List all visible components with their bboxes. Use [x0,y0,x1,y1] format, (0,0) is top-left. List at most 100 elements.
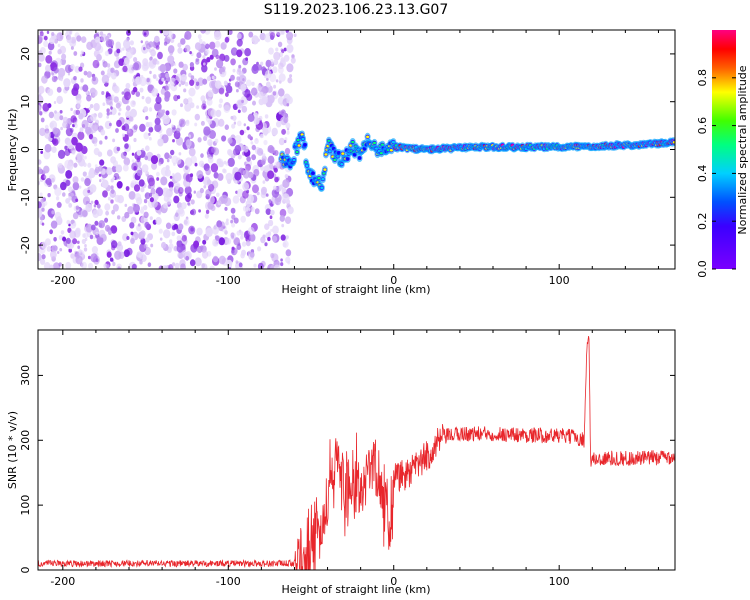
noise-blob [101,179,109,189]
noise-blob [85,223,93,233]
noise-blob [207,201,214,210]
noise-blob [223,54,230,62]
noise-blob [133,166,137,171]
noise-blob [195,81,200,87]
noise-blob [225,85,233,94]
noise-blob [198,38,203,44]
noise-blob [48,50,52,55]
noise-blob [273,264,281,269]
noise-blob [110,185,114,190]
noise-blob [201,103,207,110]
noise-blob [71,87,79,96]
snr-frame [37,329,676,571]
noise-blob [224,36,230,43]
noise-blob [77,245,81,250]
noise-blob [65,237,71,244]
ridge-peak [328,150,332,153]
ridge-peak [323,168,327,171]
noise-blob [279,208,287,218]
spectrogram-xtick-label: 0 [390,274,397,287]
noise-blob [90,224,96,231]
noise-blob [98,165,103,172]
noise-blob [106,149,113,157]
noise-blob [213,241,217,246]
noise-blob [166,30,174,40]
noise-blob [234,81,240,88]
noise-blob [258,115,263,121]
noise-blob [70,36,77,44]
noise-blob [145,171,150,177]
noise-blob [53,66,59,74]
noise-blob [276,120,282,128]
noise-blob [158,73,162,78]
noise-blob [125,50,133,59]
noise-blob [168,264,174,269]
noise-blob [209,41,216,50]
noise-blob [105,35,110,42]
noise-blob [51,72,55,76]
noise-blob [207,119,212,125]
noise-blob [202,55,206,59]
noise-blob [110,67,115,74]
noise-blob [160,176,168,186]
noise-blob [143,204,148,211]
noise-blob [204,213,209,219]
noise-blob [195,58,199,62]
noise-blob [41,207,45,212]
noise-blob [106,108,110,113]
noise-blob [61,53,67,60]
noise-blob [112,160,118,167]
noise-blob [115,102,121,109]
noise-blob [143,32,147,36]
noise-blob [174,172,182,182]
noise-blob [113,85,120,94]
noise-blob [139,260,143,265]
noise-blob [73,51,78,56]
noise-blob [210,163,219,173]
noise-blob [175,157,182,165]
noise-blob [162,187,170,197]
noise-blob [260,61,264,66]
noise-blob [150,243,154,248]
noise-blob [231,123,236,129]
noise-blob [146,78,150,83]
noise-blob [100,33,108,42]
noise-blob [135,91,141,97]
noise-blob [198,209,202,213]
noise-blob [75,255,83,265]
noise-blob [280,57,285,63]
noise-blob [218,103,222,109]
noise-blob [99,159,105,166]
noise-blob [223,104,231,113]
ridge-peak [303,143,307,147]
noise-blob [64,145,68,150]
noise-blob [246,156,251,162]
noise-blob [237,120,242,127]
noise-blob [142,58,149,66]
snr-series-line [38,335,675,570]
noise-blob [275,30,283,36]
noise-blob [242,190,249,199]
ridge-peak [337,151,341,155]
noise-blob [87,162,92,168]
noise-blob [242,145,249,153]
snr-ytick-label: 200 [19,430,32,451]
spectrogram-xtick-label: -100 [216,274,241,287]
noise-blob [83,155,87,160]
noise-blob [277,96,284,105]
noise-blob [282,242,287,248]
noise-blob [148,107,153,112]
noise-blob [187,202,191,206]
noise-blob [231,222,236,228]
noise-blob [228,30,233,35]
noise-blob [239,129,245,136]
noise-blob [268,66,272,70]
spectrogram-xtick-label: -200 [50,274,75,287]
noise-blob [92,59,100,69]
noise-blob [54,187,62,197]
noise-blob [167,45,175,54]
noise-blob [224,206,228,211]
noise-blob [225,238,232,245]
noise-blob [106,63,111,68]
ridge-peak [358,156,362,160]
